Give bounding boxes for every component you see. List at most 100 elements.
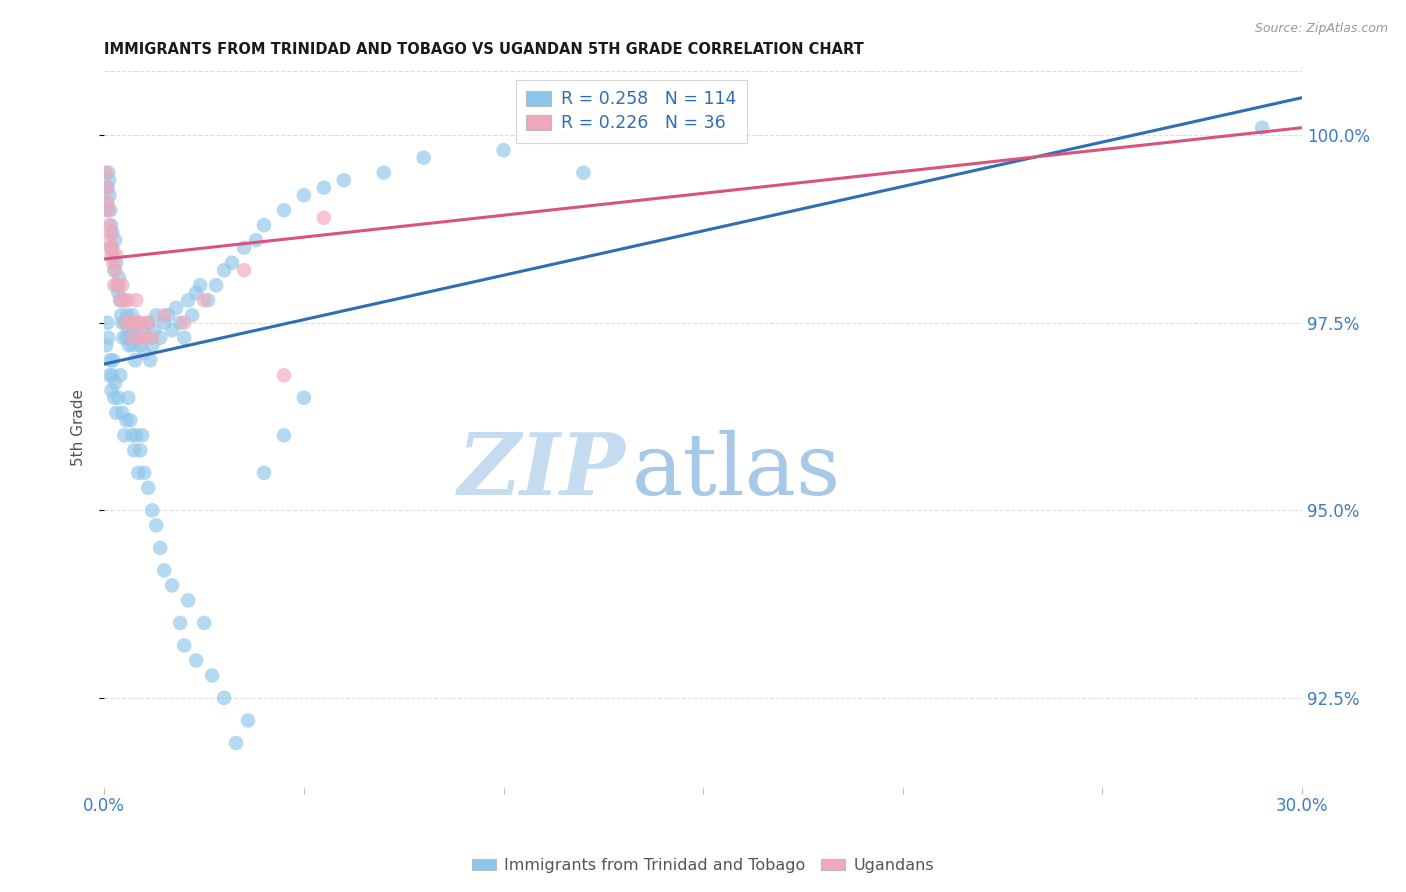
- Point: [101, 248, 124, 262]
- Point: [184, 653, 207, 667]
- Point: [131, 316, 153, 330]
- Point: [105, 406, 128, 420]
- Point: [118, 338, 141, 352]
- Point: [122, 338, 145, 352]
- Point: [412, 151, 434, 165]
- Point: [373, 166, 395, 180]
- Point: [131, 323, 153, 337]
- Point: [312, 180, 335, 194]
- Point: [193, 615, 215, 630]
- Text: ZIP: ZIP: [457, 429, 626, 513]
- Point: [111, 278, 134, 293]
- Point: [149, 541, 172, 555]
- Point: [101, 226, 124, 240]
- Point: [110, 368, 132, 383]
- Point: [125, 331, 148, 345]
- Point: [135, 331, 157, 345]
- Point: [117, 391, 139, 405]
- Point: [173, 331, 195, 345]
- Point: [292, 188, 315, 202]
- Point: [121, 428, 143, 442]
- Point: [101, 256, 124, 270]
- Point: [115, 308, 138, 322]
- Point: [122, 443, 145, 458]
- Point: [100, 218, 122, 232]
- Point: [165, 301, 187, 315]
- Point: [212, 690, 235, 705]
- Point: [107, 391, 129, 405]
- Point: [100, 241, 122, 255]
- Point: [120, 413, 142, 427]
- Point: [125, 428, 148, 442]
- Point: [273, 368, 295, 383]
- Point: [104, 233, 127, 247]
- Point: [201, 668, 224, 682]
- Point: [169, 316, 191, 330]
- Point: [136, 316, 159, 330]
- Point: [97, 203, 120, 218]
- Point: [141, 503, 163, 517]
- Point: [96, 180, 118, 194]
- Point: [103, 278, 125, 293]
- Point: [96, 180, 118, 194]
- Point: [225, 736, 247, 750]
- Point: [233, 241, 256, 255]
- Point: [145, 518, 167, 533]
- Point: [97, 331, 120, 345]
- Point: [98, 368, 121, 383]
- Point: [107, 285, 129, 300]
- Point: [184, 285, 207, 300]
- Point: [127, 316, 149, 330]
- Point: [100, 226, 122, 240]
- Point: [98, 233, 121, 247]
- Point: [160, 323, 183, 337]
- Point: [112, 331, 135, 345]
- Point: [129, 331, 152, 345]
- Point: [117, 293, 139, 308]
- Point: [134, 331, 156, 345]
- Point: [139, 353, 162, 368]
- Point: [111, 316, 134, 330]
- Point: [122, 316, 145, 330]
- Point: [108, 270, 131, 285]
- Point: [96, 166, 118, 180]
- Point: [233, 263, 256, 277]
- Point: [103, 263, 125, 277]
- Point: [98, 353, 121, 368]
- Point: [115, 413, 138, 427]
- Point: [153, 316, 176, 330]
- Point: [153, 563, 176, 577]
- Point: [96, 195, 118, 210]
- Point: [124, 353, 146, 368]
- Point: [245, 233, 267, 247]
- Point: [101, 241, 124, 255]
- Point: [173, 639, 195, 653]
- Point: [177, 293, 200, 308]
- Point: [105, 278, 128, 293]
- Point: [127, 466, 149, 480]
- Point: [149, 331, 172, 345]
- Point: [205, 278, 228, 293]
- Point: [136, 481, 159, 495]
- Point: [96, 195, 118, 210]
- Text: Source: ZipAtlas.com: Source: ZipAtlas.com: [1254, 22, 1388, 36]
- Point: [253, 218, 276, 232]
- Point: [492, 143, 515, 157]
- Point: [111, 406, 134, 420]
- Point: [173, 316, 195, 330]
- Point: [572, 166, 595, 180]
- Point: [110, 308, 132, 322]
- Point: [333, 173, 356, 187]
- Point: [1251, 120, 1274, 135]
- Point: [100, 384, 122, 398]
- Point: [125, 293, 148, 308]
- Point: [105, 256, 128, 270]
- Point: [157, 308, 180, 322]
- Point: [134, 345, 156, 359]
- Point: [98, 188, 121, 202]
- Point: [98, 241, 121, 255]
- Point: [117, 323, 139, 337]
- Point: [221, 256, 243, 270]
- Point: [131, 428, 153, 442]
- Point: [153, 308, 176, 322]
